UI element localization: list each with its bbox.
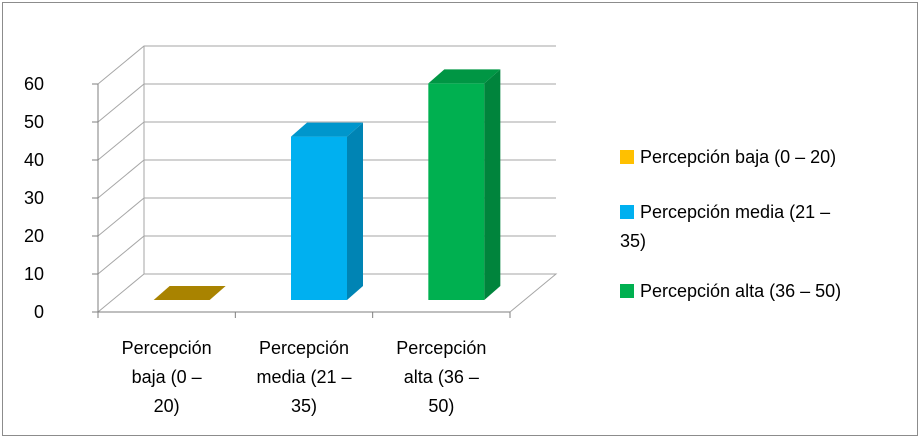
bar-front [428,83,485,301]
bar [428,69,501,301]
y-tick-label: 40 [24,150,44,170]
y-axis: 0 10 20 30 40 50 60 [24,74,99,322]
x-tick-label: Percepción baja (0 –20) [122,338,212,416]
legend-label: Percepción media (21 –35) [620,202,830,251]
gridline [97,159,556,199]
x-tick-label: Percepción media (21 –35) [256,338,351,416]
legend-swatch [620,150,634,164]
y-tick-label: 10 [24,264,44,284]
legend-label: Percepción baja (0 – 20) [640,147,836,167]
bar-top [153,286,226,300]
bar-top [428,69,501,84]
x-axis: Percepción baja (0 –20) Percepción media (2… [97,311,511,416]
y-tick-label: 0 [34,302,44,322]
legend-swatch [620,205,634,219]
bar-side [484,69,501,301]
legend-label: Percepción alta (36 – 50) [640,281,841,301]
bar-top [291,122,363,137]
legend-item: Percepción alta (36 – 50) [620,281,841,301]
gridline [97,83,556,123]
bars [153,69,501,301]
legend-item: Percepción baja (0 – 20) [620,147,836,167]
bar [153,286,226,300]
gridline [97,197,556,237]
y-tick-label: 20 [24,226,44,246]
bar-side [347,122,363,300]
y-tick-label: 30 [24,188,44,208]
y-tick-label: 60 [24,74,44,94]
gridlines [97,45,556,275]
y-tick-label: 50 [24,112,44,132]
legend-item: Percepción media (21 –35) [620,202,830,251]
legend: Percepción baja (0 – 20) Percepción media… [620,147,841,301]
bar-front [291,136,347,300]
gridline [97,235,556,275]
legend-swatch [620,284,634,298]
gridline [97,121,556,161]
gridline [97,45,556,85]
bar [291,122,363,300]
x-tick-label: Percepción alta (36 –50) [396,338,486,416]
